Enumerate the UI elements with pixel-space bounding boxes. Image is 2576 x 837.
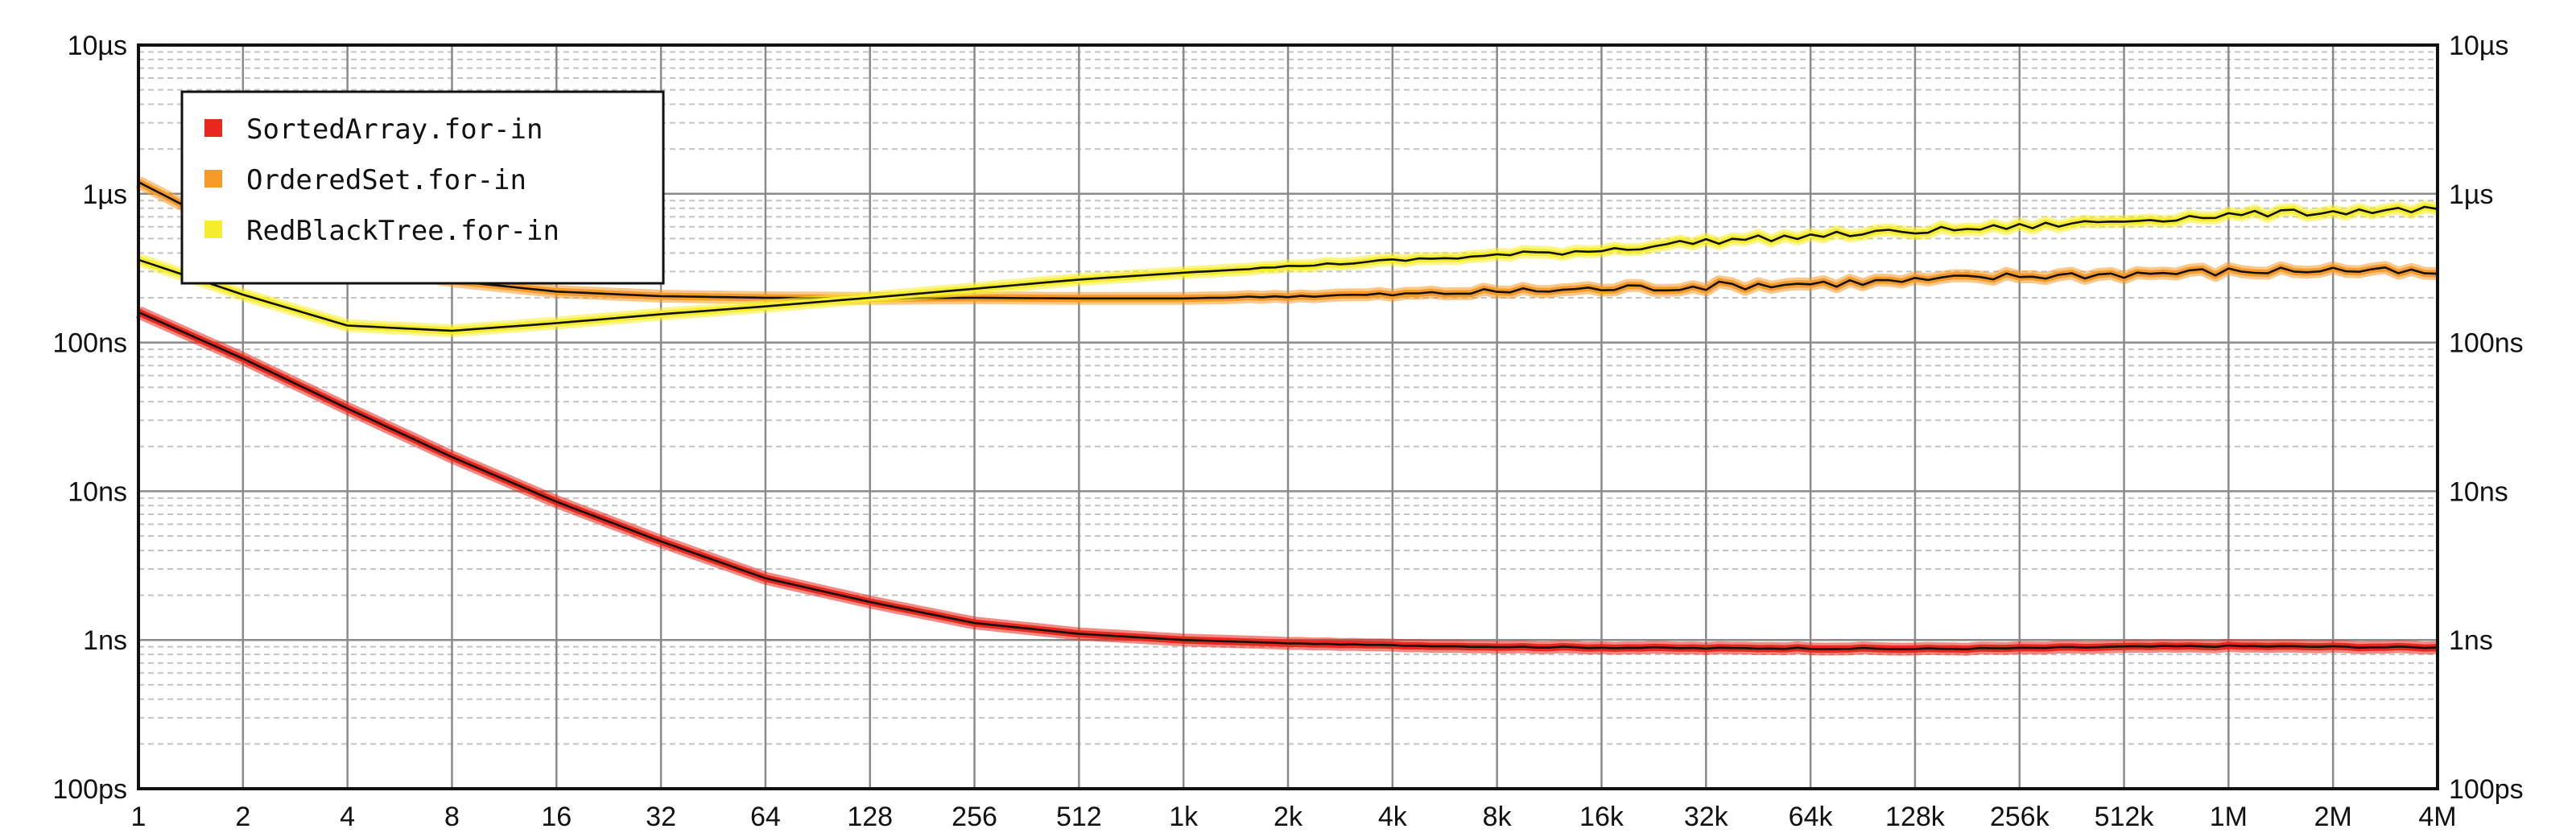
legend-swatch bbox=[204, 170, 222, 188]
series-line bbox=[138, 311, 2438, 650]
x-tick-label: 2k bbox=[1274, 802, 1303, 832]
y-axis-right: 100ps 1ns 10ns 100ns 1µs 10µs bbox=[2449, 31, 2524, 805]
legend-swatch bbox=[204, 119, 222, 137]
series-redblacktree-for-in bbox=[136, 200, 2439, 337]
x-tick-label: 256 bbox=[952, 802, 997, 832]
y-tick-label-right: 1µs bbox=[2449, 179, 2494, 210]
legend-label: OrderedSet.for-in bbox=[246, 164, 526, 196]
y-tick-label-right: 10µs bbox=[2449, 31, 2508, 61]
y-axis-left: 100ps 1ns 10ns 100ns 1µs 10µs bbox=[52, 31, 127, 805]
y-tick-label: 10ns bbox=[68, 476, 127, 507]
series-line bbox=[138, 205, 2438, 332]
y-tick-label: 1ns bbox=[83, 625, 127, 656]
x-tick-label: 4M bbox=[2418, 802, 2456, 832]
x-tick-label: 512k bbox=[2095, 802, 2155, 832]
x-tick-label: 4 bbox=[340, 802, 355, 832]
x-tick-label: 8 bbox=[444, 802, 460, 832]
series-line bbox=[138, 181, 2438, 300]
x-tick-label: 1k bbox=[1169, 802, 1199, 832]
x-tick-label: 16k bbox=[1579, 802, 1624, 832]
x-tick-label: 64 bbox=[750, 802, 781, 832]
y-tick-label-right: 100ns bbox=[2449, 328, 2524, 359]
legend-box bbox=[180, 90, 665, 285]
y-tick-label-right: 1ns bbox=[2449, 625, 2493, 656]
y-tick-label: 1µs bbox=[83, 179, 128, 210]
x-tick-label: 4k bbox=[1378, 802, 1408, 832]
x-tick-label: 1M bbox=[2210, 802, 2248, 832]
x-tick-label: 1 bbox=[131, 802, 147, 832]
series-orderedset-for-in bbox=[135, 176, 2438, 305]
x-tick-label: 2 bbox=[235, 802, 250, 832]
x-tick-label: 64k bbox=[1789, 802, 1834, 832]
plot-frame bbox=[137, 43, 2439, 790]
x-axis: 1 2 4 8 16 32 64 128 256 512 1k 2k 4k 8k 16k 32k 64k 128k… bbox=[131, 802, 2457, 832]
x-tick-label: 512 bbox=[1056, 802, 1102, 832]
y-tick-label: 100ns bbox=[52, 328, 127, 359]
x-tick-label: 16 bbox=[541, 802, 572, 832]
series-layer bbox=[135, 176, 2439, 656]
y-tick-label: 10µs bbox=[68, 31, 127, 61]
legend: SortedArray.for-in OrderedSet.for-in RedBl… bbox=[180, 90, 665, 285]
legend-label: RedBlackTree.for-in bbox=[246, 215, 559, 247]
x-tick-label: 32k bbox=[1684, 802, 1729, 832]
x-tick-label: 32 bbox=[646, 802, 676, 832]
y-tick-label-right: 10ns bbox=[2449, 476, 2508, 507]
x-tick-label: 256k bbox=[1990, 802, 2050, 832]
y-tick-label-right: 100ps bbox=[2449, 774, 2524, 805]
y-tick-label: 100ps bbox=[52, 774, 127, 805]
x-tick-label: 8k bbox=[1483, 802, 1513, 832]
legend-swatch bbox=[204, 221, 222, 238]
x-tick-label: 128k bbox=[1885, 802, 1946, 832]
legend-label: SortedArray.for-in bbox=[246, 113, 543, 146]
x-tick-label: 128 bbox=[847, 802, 893, 832]
x-tick-label: 2M bbox=[2314, 802, 2352, 832]
series-sortedarray-for-in bbox=[135, 306, 2438, 656]
